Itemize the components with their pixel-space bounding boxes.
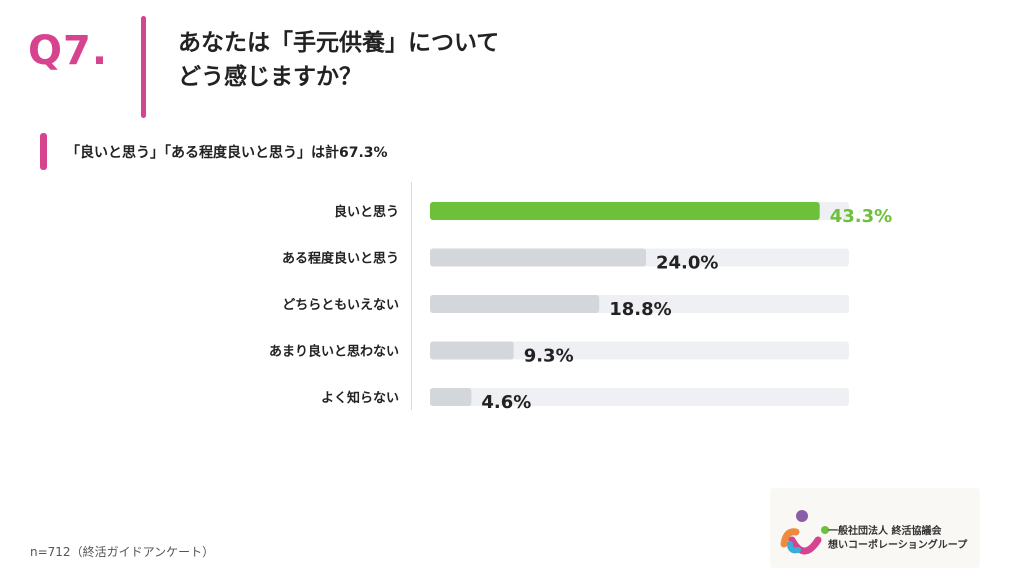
value-label: 4.6%: [481, 392, 531, 413]
bar-track: [430, 388, 849, 406]
page-title: あなたは「手元供養」について どう感じますか？: [178, 26, 598, 94]
value-label: 18.8%: [609, 299, 671, 320]
bar-track: [430, 341, 849, 360]
category-label: どちらともいえない: [282, 298, 399, 313]
chart-axis-line: [411, 182, 412, 410]
value-label: 9.3%: [524, 346, 574, 367]
title-line-2: どう感じますか？: [178, 64, 362, 90]
question-number: Q7.: [28, 28, 109, 74]
title-line-1: あなたは「手元供養」について: [178, 30, 500, 56]
bar: [430, 202, 820, 220]
value-label: 43.3%: [830, 206, 892, 227]
category-label: あまり良いと思わない: [269, 344, 399, 360]
value-label: 24.0%: [656, 253, 718, 274]
logo-text-line-1: 一般社団法人 終活協議会: [828, 526, 942, 537]
subtitle: 「良いと思う」「ある程度良いと思う」は計67.3%: [66, 145, 388, 161]
bar: [430, 295, 600, 313]
organization-logo: 一般社団法人 終活協議会 想いコーポレーショングループ: [770, 488, 980, 568]
category-label: よく知らない: [321, 390, 399, 406]
logo-text-line-2: 想いコーポレーショングループ: [828, 540, 968, 551]
bar: [430, 248, 646, 267]
logo-mark-icon: [780, 510, 829, 555]
category-label: ある程度良いと思う: [282, 251, 399, 267]
bar: [430, 388, 472, 406]
header-divider: [141, 16, 146, 118]
subtitle-accent-bar: [40, 133, 47, 170]
bar: [430, 341, 514, 360]
sample-size-note: n=712（終活ガイドアンケート）: [30, 545, 215, 559]
category-label: 良いと思う: [334, 204, 399, 220]
